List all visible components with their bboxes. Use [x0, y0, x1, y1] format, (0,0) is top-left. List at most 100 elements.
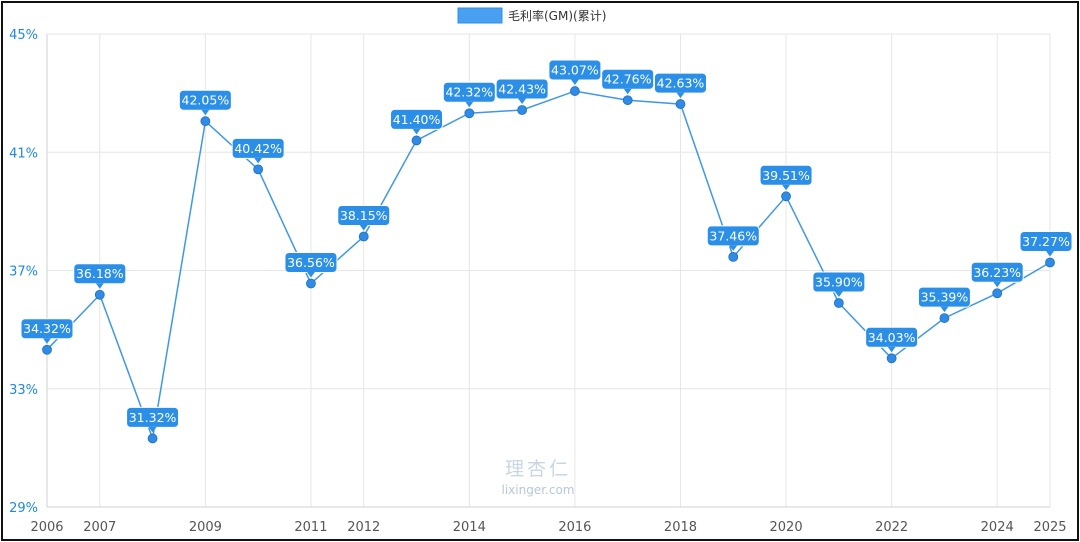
data-label-text: 34.32%	[23, 321, 71, 336]
watermark-name: 理杏仁	[505, 458, 571, 480]
watermark: 理杏仁 lixinger.com	[502, 458, 575, 497]
data-label: 36.56%	[284, 252, 338, 278]
data-label-box	[1019, 231, 1073, 253]
legend[interactable]: 毛利率(GM)(累计)	[457, 7, 606, 24]
data-label-text: 31.32%	[129, 410, 177, 425]
data-point[interactable]	[886, 353, 897, 364]
x-tick-label: 2009	[189, 520, 222, 535]
data-label: 42.32%	[442, 81, 496, 108]
data-label: 43.07%	[548, 59, 602, 86]
legend-swatch[interactable]	[457, 7, 503, 24]
data-label: 40.42%	[231, 137, 285, 164]
data-label-text: 42.63%	[657, 76, 705, 91]
x-tick-label: 2014	[453, 520, 486, 535]
data-point[interactable]	[833, 298, 844, 308]
data-label: 35.90%	[812, 271, 866, 298]
data-label-text: 42.05%	[182, 93, 230, 108]
y-tick-label: 29%	[9, 501, 38, 516]
data-label: 42.63%	[653, 72, 707, 99]
data-point[interactable]	[728, 252, 739, 262]
data-label-text: 35.90%	[815, 275, 863, 290]
data-label-pointer	[993, 281, 1002, 288]
data-label: 42.76%	[601, 68, 655, 95]
data-point[interactable]	[781, 191, 791, 202]
data-label-pointer	[306, 272, 315, 278]
y-axis: 29% 33% 37% 41% 45%	[9, 28, 48, 516]
data-label: 31.32%	[126, 406, 180, 433]
data-label-pointer	[43, 338, 51, 344]
data-label-text: 36.23%	[973, 265, 1021, 280]
data-point[interactable]	[1045, 257, 1055, 268]
data-point[interactable]	[358, 231, 369, 242]
y-tick-label: 45%	[9, 28, 38, 43]
data-label-pointer	[940, 306, 949, 313]
data-label: 35.39%	[917, 286, 971, 313]
x-tick-label: 2012	[347, 520, 380, 535]
data-label-text: 42.43%	[498, 81, 546, 96]
data-label-text: 34.03%	[868, 330, 916, 345]
data-label-text: 39.51%	[762, 168, 810, 183]
data-label-text: 38.15%	[340, 208, 388, 223]
x-tick-label: 2007	[83, 520, 116, 535]
data-label: 39.51%	[759, 164, 813, 191]
data-label: 34.03%	[865, 326, 919, 353]
x-tick-label: 2006	[30, 520, 63, 535]
data-point[interactable]	[939, 313, 950, 323]
data-label-text: 40.42%	[234, 141, 282, 156]
data-point[interactable]	[464, 108, 475, 119]
data-label-pointer	[95, 283, 104, 289]
data-point[interactable]	[517, 105, 528, 115]
data-point[interactable]	[306, 278, 316, 289]
data-label-pointer	[254, 157, 263, 164]
data-label: 42.43%	[495, 78, 549, 104]
data-label-pointer	[729, 245, 738, 251]
watermark-site: lixinger.com	[502, 483, 575, 497]
data-label-text: 41.40%	[393, 112, 441, 127]
y-tick-label: 33%	[9, 383, 38, 398]
data-label-text: 35.39%	[921, 290, 969, 305]
data-label: 34.32%	[20, 318, 74, 344]
series-gm	[42, 86, 1055, 444]
x-tick-label: 2020	[770, 520, 803, 535]
data-label-pointer	[623, 88, 632, 95]
data-label-pointer	[518, 98, 527, 104]
data-label-text: 37.46%	[709, 228, 757, 243]
data-label-pointer	[570, 79, 579, 86]
data-point[interactable]	[569, 86, 580, 96]
data-point[interactable]	[622, 95, 633, 106]
data-label-pointer	[412, 128, 421, 135]
x-tick-label: 2011	[294, 520, 327, 535]
x-tick-label: 2025	[1033, 520, 1066, 535]
data-label-pointer	[465, 101, 474, 108]
data-point[interactable]	[94, 289, 105, 300]
x-tick-label: 2018	[664, 520, 697, 535]
data-label-pointer	[676, 92, 685, 99]
data-point[interactable]	[147, 433, 158, 444]
x-tick-label: 2016	[558, 520, 591, 535]
data-label-pointer	[834, 291, 843, 298]
legend-label[interactable]: 毛利率(GM)(累计)	[508, 8, 606, 23]
y-tick-label: 41%	[9, 146, 38, 161]
y-tick-label: 37%	[9, 265, 38, 280]
data-point[interactable]	[675, 99, 686, 109]
x-tick-label: 2024	[981, 520, 1014, 535]
data-label-text: 37.27%	[1022, 234, 1070, 249]
data-label-text: 42.76%	[604, 72, 652, 87]
data-label-text: 36.56%	[287, 255, 335, 270]
data-label: 42.05%	[178, 89, 232, 116]
x-axis: 2006 2007 2009 2011 2012 2014 2016 2018 2020 2022…	[30, 506, 1067, 535]
data-point[interactable]	[253, 164, 264, 175]
data-label-text: 42.32%	[445, 85, 493, 100]
data-label-pointer	[148, 426, 157, 433]
data-label-pointer	[359, 225, 368, 231]
data-label-text: 43.07%	[551, 63, 599, 78]
data-label-text: 36.18%	[76, 266, 124, 281]
data-label: 37.46%	[706, 225, 760, 251]
data-label: 38.15%	[337, 205, 391, 231]
data-point[interactable]	[200, 116, 211, 127]
data-label-pointer	[1046, 251, 1054, 257]
data-point[interactable]	[411, 135, 422, 146]
data-point[interactable]	[42, 344, 52, 355]
data-point[interactable]	[992, 288, 1003, 299]
